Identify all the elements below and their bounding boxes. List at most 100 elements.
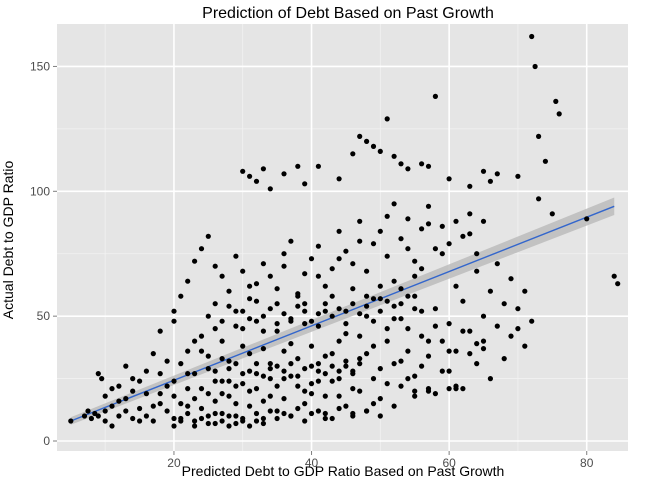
- data-point: [419, 308, 425, 314]
- data-point: [364, 408, 370, 414]
- data-point: [370, 241, 377, 247]
- data-point: [219, 418, 225, 424]
- data-point: [315, 163, 321, 169]
- data-point: [247, 173, 253, 179]
- data-point: [412, 293, 418, 299]
- data-point: [212, 378, 218, 384]
- data-point: [322, 393, 328, 399]
- data-point: [343, 403, 349, 409]
- data-point: [384, 298, 390, 304]
- data-point: [350, 368, 356, 374]
- data-point: [274, 301, 280, 307]
- data-point: [343, 358, 349, 364]
- data-point: [453, 383, 459, 389]
- data-point: [274, 363, 280, 369]
- data-point: [253, 318, 260, 324]
- data-point: [391, 278, 397, 284]
- data-point: [247, 296, 253, 302]
- data-point: [240, 308, 246, 314]
- data-point: [611, 273, 617, 279]
- data-point: [240, 371, 246, 377]
- data-point: [233, 308, 239, 314]
- x-tick-label: 80: [580, 456, 594, 470]
- data-point: [295, 291, 301, 297]
- data-point: [370, 296, 377, 302]
- data-point: [281, 251, 287, 257]
- data-point: [123, 363, 129, 369]
- data-point: [205, 353, 211, 359]
- data-point: [329, 378, 335, 384]
- data-point: [240, 326, 246, 332]
- data-point: [308, 318, 315, 324]
- data-point: [460, 328, 466, 334]
- data-point: [198, 246, 205, 252]
- data-point: [412, 393, 418, 399]
- data-point: [260, 420, 266, 427]
- data-point: [212, 398, 218, 404]
- data-point: [315, 243, 321, 249]
- data-point: [150, 418, 156, 424]
- data-point: [398, 236, 404, 242]
- data-point: [405, 376, 411, 382]
- data-point: [377, 296, 383, 302]
- data-point: [343, 321, 349, 327]
- data-point: [123, 396, 129, 402]
- data-point: [357, 361, 363, 367]
- data-point: [549, 211, 555, 217]
- data-point: [302, 418, 308, 424]
- data-point: [281, 171, 287, 177]
- data-point: [453, 348, 459, 354]
- data-point: [267, 186, 273, 192]
- data-point: [212, 410, 218, 417]
- data-point: [102, 393, 108, 399]
- data-point: [274, 328, 280, 334]
- data-point: [384, 338, 390, 344]
- major-gridlines: [57, 24, 628, 451]
- data-point: [357, 388, 363, 394]
- data-point: [336, 256, 342, 262]
- y-axis-label: Actual Debt to GDP Ratio: [0, 161, 16, 320]
- data-point: [425, 163, 432, 169]
- data-point: [336, 393, 342, 399]
- data-point: [336, 376, 342, 382]
- data-point: [405, 246, 411, 252]
- data-point: [364, 293, 370, 299]
- data-point: [157, 328, 163, 334]
- data-point: [247, 283, 253, 289]
- data-point: [226, 303, 232, 309]
- data-point: [274, 383, 280, 389]
- data-point: [116, 413, 122, 419]
- data-point: [212, 326, 218, 332]
- data-point: [143, 413, 149, 419]
- data-point: [274, 408, 280, 414]
- data-point: [553, 98, 559, 104]
- data-point: [233, 420, 239, 427]
- y-tick-label: 50: [37, 309, 51, 323]
- data-point: [260, 398, 266, 404]
- data-point: [219, 391, 225, 397]
- data-point: [281, 396, 287, 402]
- data-point: [322, 415, 328, 422]
- data-point: [260, 415, 266, 422]
- data-point: [542, 158, 549, 164]
- data-point: [364, 303, 370, 309]
- data-point: [522, 343, 528, 349]
- data-point: [584, 216, 590, 222]
- data-point: [322, 371, 328, 377]
- data-point: [267, 366, 273, 372]
- data-point: [357, 218, 363, 224]
- data-point: [219, 378, 225, 384]
- data-point: [267, 408, 273, 414]
- data-point: [377, 413, 383, 419]
- data-point: [68, 418, 74, 424]
- data-point: [536, 133, 542, 139]
- data-point: [357, 133, 363, 139]
- data-point: [171, 415, 177, 422]
- data-point: [391, 153, 397, 159]
- data-point: [185, 278, 191, 284]
- data-point: [171, 318, 177, 324]
- data-point: [247, 388, 253, 394]
- data-point: [260, 313, 266, 319]
- data-point: [130, 415, 136, 422]
- data-point: [391, 316, 397, 322]
